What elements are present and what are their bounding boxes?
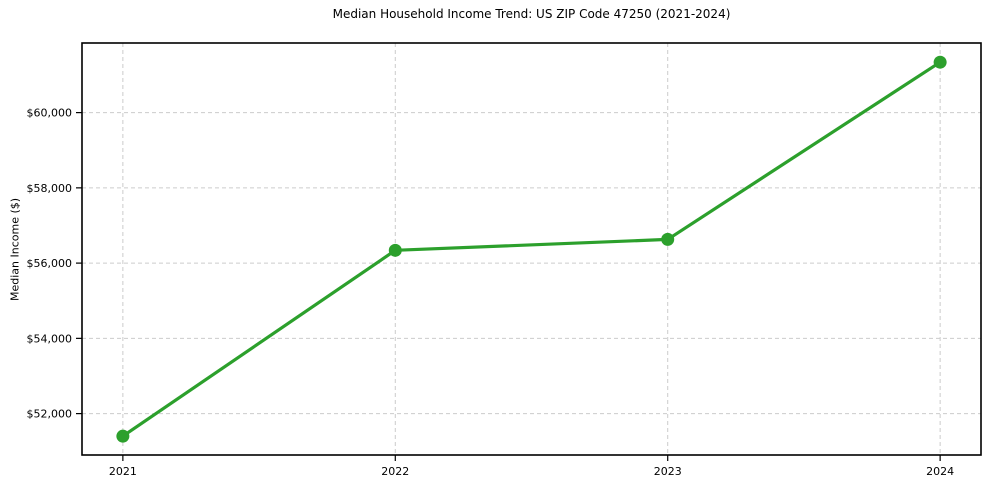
- x-tick-label: 2023: [654, 465, 682, 478]
- y-tick-label: $54,000: [27, 332, 73, 345]
- y-tick-label: $60,000: [27, 107, 73, 120]
- data-point-marker: [116, 429, 130, 443]
- x-tick-label: 2022: [381, 465, 409, 478]
- plot-border: [81, 42, 982, 456]
- data-point-marker: [933, 55, 947, 69]
- data-point-marker: [388, 243, 402, 257]
- data-point-marker: [661, 232, 675, 246]
- x-tick-label: 2024: [926, 465, 954, 478]
- chart-title: Median Household Income Trend: US ZIP Co…: [332, 7, 731, 21]
- trend-line: [121, 60, 942, 438]
- y-tick-label: $52,000: [27, 408, 73, 421]
- y-tick-label: $56,000: [27, 257, 73, 270]
- x-tick-label: 2021: [109, 465, 137, 478]
- y-tick-label: $58,000: [27, 182, 73, 195]
